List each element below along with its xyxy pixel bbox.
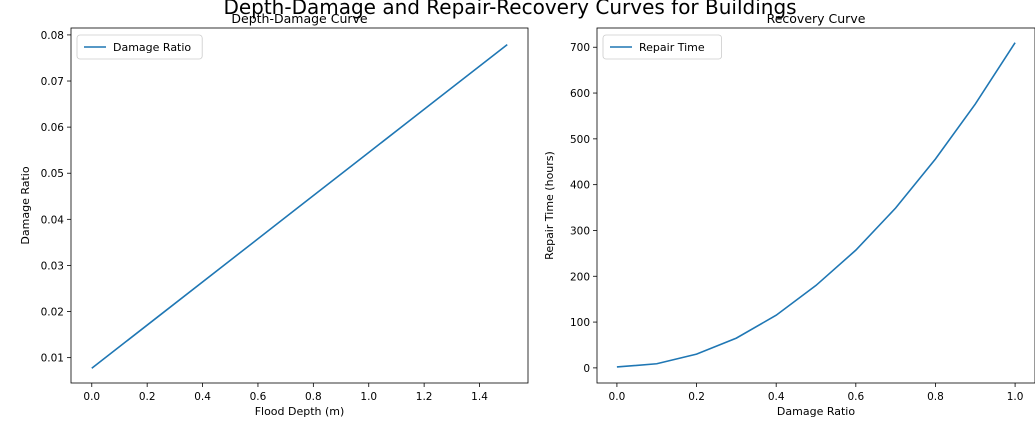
x-tick-label: 0.0 (83, 391, 100, 403)
x-tick-label: 0.4 (194, 391, 211, 403)
y-tick-label: 400 (570, 180, 590, 192)
x-tick-label: 1.0 (1007, 391, 1024, 403)
y-axis-label: Damage Ratio (19, 166, 32, 244)
y-tick-label: 600 (570, 88, 590, 100)
y-tick-label: 700 (570, 42, 590, 54)
x-tick-label: 0.6 (250, 391, 267, 403)
plot-frame (597, 28, 1035, 383)
x-tick-label: 0.4 (768, 391, 785, 403)
x-tick-label: 0.2 (688, 391, 705, 403)
x-tick-label: 0.8 (927, 391, 944, 403)
y-tick-label: 0.08 (41, 30, 64, 42)
y-tick-label: 0 (583, 363, 590, 375)
y-tick-label: 0.02 (41, 307, 64, 319)
y-tick-label: 0.04 (41, 214, 65, 226)
y-axis-label: Repair Time (hours) (543, 151, 556, 260)
y-tick-label: 0.07 (41, 76, 64, 88)
y-tick-label: 100 (570, 317, 590, 329)
x-axis-label: Flood Depth (m) (255, 405, 345, 418)
x-tick-label: 1.0 (360, 391, 377, 403)
chart-title: Recovery Curve (767, 11, 866, 26)
series-line-repair-time (617, 43, 1015, 367)
y-tick-label: 0.01 (41, 353, 64, 365)
y-tick-label: 300 (570, 225, 590, 237)
x-tick-label: 1.4 (471, 391, 488, 403)
y-tick-label: 200 (570, 271, 590, 283)
y-tick-label: 0.06 (41, 122, 65, 134)
chart-title: Depth-Damage Curve (231, 11, 367, 26)
x-tick-label: 0.6 (847, 391, 864, 403)
legend-label: Repair Time (639, 41, 705, 54)
x-tick-label: 0.8 (305, 391, 322, 403)
y-tick-label: 500 (570, 134, 590, 146)
legend-label: Damage Ratio (113, 41, 191, 54)
y-tick-label: 0.05 (41, 168, 64, 180)
x-tick-label: 0.2 (139, 391, 156, 403)
y-tick-label: 0.03 (41, 260, 64, 272)
x-tick-label: 0.0 (609, 391, 626, 403)
series-line-damage-ratio (92, 45, 507, 369)
recovery-panel: Recovery Curve 0.0 0.2 0.4 0.6 0.8 1.0 0 100 200 3… (543, 11, 1035, 418)
x-tick-label: 1.2 (416, 391, 433, 403)
depth-damage-panel: Depth-Damage Curve 0.0 0.2 0.4 0.6 0.8 1.0 1.2 1… (19, 11, 528, 418)
x-axis-label: Damage Ratio (777, 405, 855, 418)
